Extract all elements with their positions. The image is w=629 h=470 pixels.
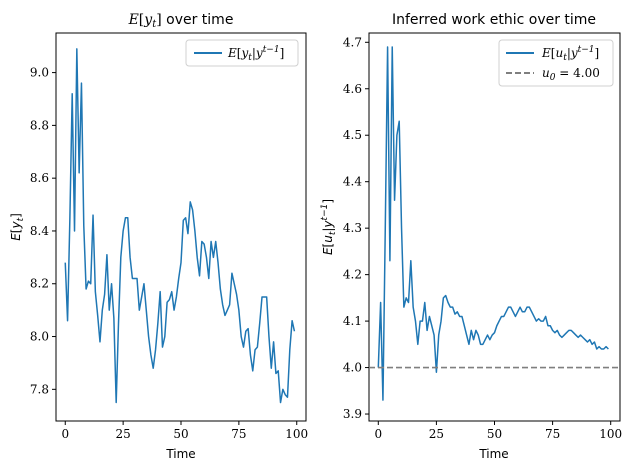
right-x-tick-label: 100 — [599, 427, 622, 441]
left-series-line-0 — [64, 48, 296, 404]
right-legend: E[ut|yt−1] u0 = 4.00 — [498, 39, 614, 87]
right-series-line-0 — [377, 46, 609, 401]
right-y-ticks: 3.9 4.0 4.1 4.2 4.3 4.4 4.5 4.6 4.7 — [343, 35, 369, 421]
left-x-axis-label: Time — [165, 447, 195, 461]
right-y-tick-label: 4.4 — [343, 175, 362, 189]
right-legend-box — [498, 39, 614, 87]
left-y-axis-label: E[yt] — [9, 213, 26, 241]
left-legend-label: E[yt|yt−1] — [227, 45, 284, 63]
left-x-tick-label: 25 — [115, 427, 130, 441]
left-x-ticks: 0 25 50 75 100 — [61, 421, 308, 441]
left-y-tick-label: 8.6 — [30, 171, 49, 185]
right-x-axis-label: Time — [478, 447, 508, 461]
left-x-tick-label: 0 — [61, 427, 69, 441]
left-chart-panel: 0 25 50 75 100 7.8 8.0 8.2 8.4 8.6 8.8 9.0 E[yt] o… — [9, 12, 308, 461]
right-x-ticks: 0 25 50 75 100 — [374, 421, 622, 441]
right-y-tick-label: 4.7 — [343, 35, 362, 49]
left-y-tick-label: 8.2 — [30, 277, 49, 291]
left-y-tick-label: 8.8 — [30, 118, 49, 132]
right-chart-panel: 0 25 50 75 100 3.9 4.0 4.1 4.2 4.3 4.4 4.5 4.6 4.7 I… — [320, 12, 622, 461]
right-y-tick-label: 4.3 — [343, 221, 362, 235]
left-x-tick-label: 100 — [285, 427, 308, 441]
left-y-tick-label: 8.0 — [30, 330, 49, 344]
right-x-tick-label: 25 — [429, 427, 444, 441]
right-plot-frame — [368, 32, 621, 422]
right-y-tick-label: 4.0 — [343, 361, 362, 375]
right-x-tick-label: 0 — [374, 427, 382, 441]
right-x-tick-label: 50 — [487, 427, 502, 441]
left-chart-title: E[yt] over time — [128, 12, 234, 30]
left-series-lines — [64, 48, 296, 404]
left-legend: E[yt|yt−1] — [185, 39, 299, 67]
right-x-tick-label: 75 — [545, 427, 560, 441]
right-y-axis-label: E[ut|yt−1] — [320, 199, 338, 255]
left-y-tick-label: 7.8 — [30, 382, 49, 396]
left-x-tick-label: 75 — [231, 427, 246, 441]
right-legend-label-1: u0 = 4.00 — [542, 66, 600, 83]
right-series-lines — [369, 46, 620, 401]
left-x-tick-label: 50 — [173, 427, 188, 441]
right-y-tick-label: 3.9 — [343, 407, 362, 421]
left-y-tick-label: 9.0 — [30, 66, 49, 80]
right-y-tick-label: 4.6 — [343, 82, 362, 96]
right-y-tick-label: 4.2 — [343, 268, 362, 282]
right-y-tick-label: 4.5 — [343, 128, 362, 142]
right-chart-title: Inferred work ethic over time — [392, 12, 596, 28]
left-legend-box — [185, 39, 299, 67]
left-y-ticks: 7.8 8.0 8.2 8.4 8.6 8.8 9.0 — [30, 66, 56, 396]
right-legend-label-0: E[ut|yt−1] — [541, 45, 599, 63]
left-y-tick-label: 8.4 — [30, 224, 49, 238]
right-y-tick-label: 4.1 — [343, 314, 362, 328]
